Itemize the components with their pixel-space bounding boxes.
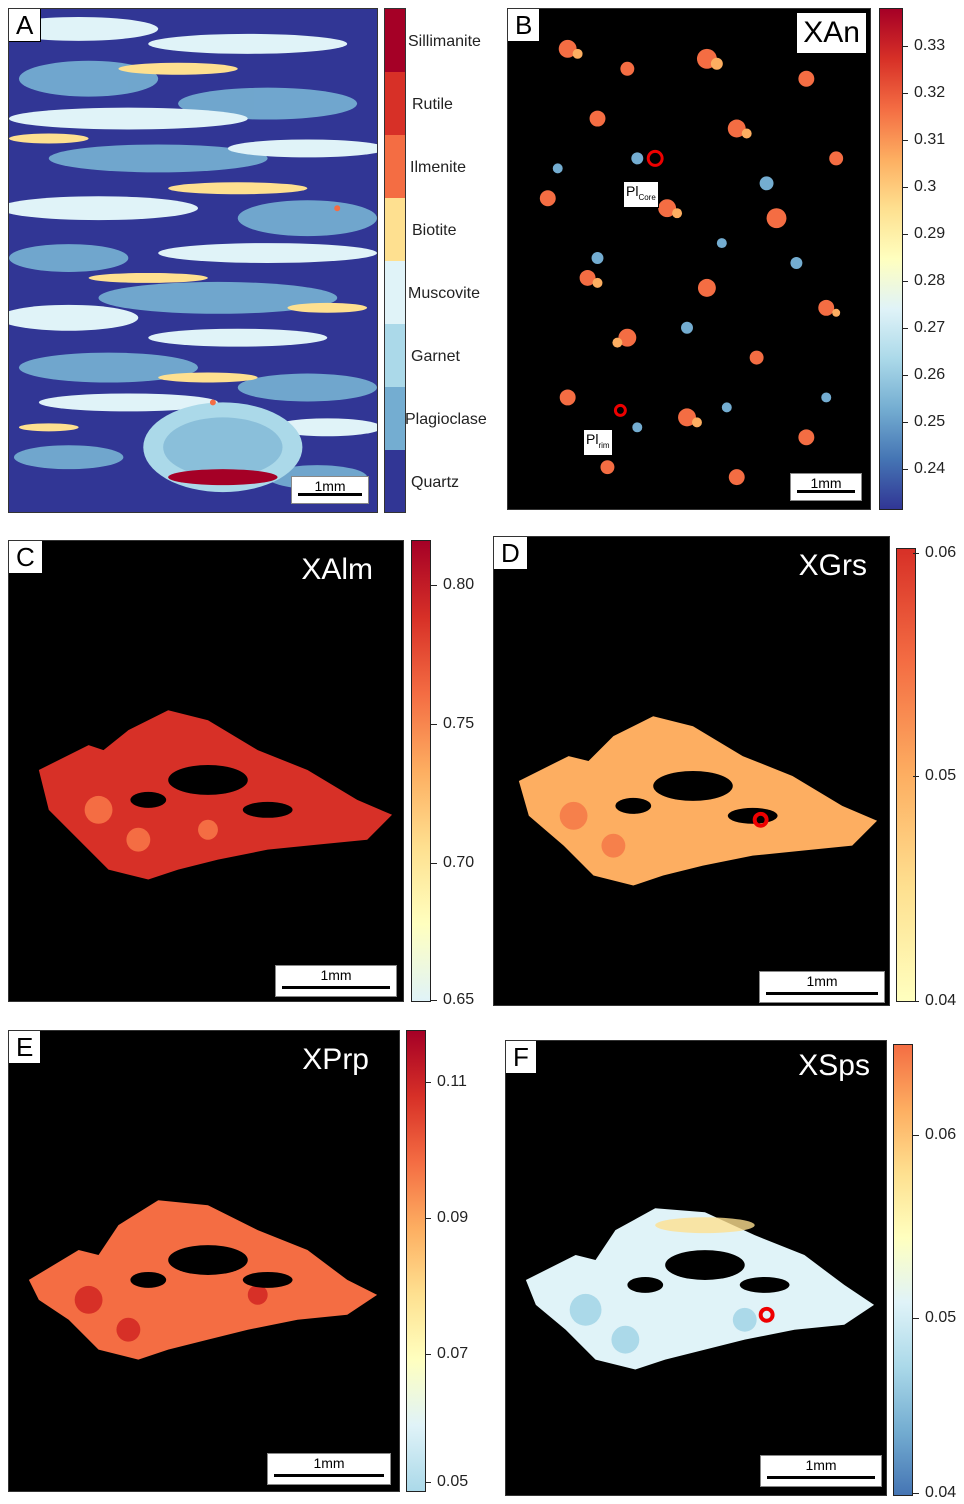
panel-d-scale-bar: 1mm <box>759 971 885 1003</box>
pl-rim-annotation: Plrim <box>583 429 613 456</box>
cb-e-tick: 0.09 <box>424 1209 469 1226</box>
cb-d-tick: 0.04 <box>912 992 957 1009</box>
legend-swatch-ilmenite <box>385 135 405 198</box>
cb-b-tick: 0.3 <box>901 178 937 195</box>
panel-b-title: XAn <box>797 13 866 53</box>
panel-d-label: D <box>494 537 528 570</box>
legend-label-rutile: Rutile <box>412 96 453 113</box>
legend-swatch-sillimanite <box>385 9 405 72</box>
cb-b-tick: 0.32 <box>901 84 946 101</box>
cb-f-tick: 0.04 <box>912 1484 957 1501</box>
cb-b-tick: 0.33 <box>901 37 946 54</box>
panel-e-colorbar <box>406 1030 426 1492</box>
xalm-map-image <box>38 710 393 880</box>
panel-a-scale-bar: 1mm <box>291 476 369 504</box>
legend-swatch-rutile <box>385 72 405 135</box>
panel-a-scale-text: 1mm <box>314 478 346 494</box>
legend-label-plagioclase: Plagioclase <box>405 411 487 428</box>
panel-d-colorbar <box>896 548 916 1002</box>
xsps-map-image <box>525 1208 875 1370</box>
panel-b-scale-bar: 1mm <box>790 473 862 501</box>
panel-c-scale-text: 1mm <box>320 967 352 983</box>
cb-f-tick: 0.06 <box>912 1126 957 1143</box>
cb-c-tick: 0.65 <box>430 991 475 1008</box>
panel-b-scale-text: 1mm <box>810 475 842 491</box>
cb-b-tick: 0.26 <box>901 366 946 383</box>
pl-core-main: Pl <box>626 183 639 199</box>
legend-swatch-plagioclase <box>385 387 405 450</box>
panel-e-scale-text: 1mm <box>313 1455 345 1471</box>
legend-label-quartz: Quartz <box>411 474 460 491</box>
panel-f-label: F <box>506 1041 537 1074</box>
cb-e-tick: 0.11 <box>425 1073 467 1090</box>
panel-b-label: B <box>508 9 541 42</box>
cb-c-tick: 0.80 <box>430 576 475 593</box>
legend-label-garnet: Garnet <box>411 348 460 365</box>
legend-label-muscovite: Muscovite <box>408 285 481 302</box>
panel-d-title: XGrs <box>798 549 867 582</box>
legend-label-biotite: Biotite <box>412 222 457 239</box>
legend-swatch-quartz <box>385 450 405 512</box>
cb-c-tick: 0.75 <box>430 715 475 732</box>
panel-d-scale-text: 1mm <box>806 973 838 989</box>
panel-f-scale-text: 1mm <box>805 1457 837 1473</box>
legend-swatch-garnet <box>385 324 405 387</box>
panel-e-scale-bar: 1mm <box>267 1453 391 1485</box>
pl-rim-main: Pl <box>586 431 599 447</box>
pl-rim-sub: rim <box>598 440 610 450</box>
cb-d-tick: 0.05 <box>912 767 957 784</box>
panel-e-title: XPrp <box>302 1043 369 1076</box>
legend-swatch-biotite <box>385 198 405 261</box>
cb-d-tick: 0.06 <box>912 544 957 561</box>
cb-b-tick: 0.24 <box>901 460 946 477</box>
panel-a-phase-map: A 1mm <box>8 8 378 513</box>
cb-b-tick: 0.27 <box>901 319 946 336</box>
pl-core-sub: Core <box>638 192 656 202</box>
cb-b-tick: 0.28 <box>901 272 946 289</box>
legend-label-ilmenite: Ilmenite <box>410 159 467 176</box>
panel-f-title: XSps <box>798 1049 870 1082</box>
legend-label-sillimanite: Sillimanite <box>408 33 481 50</box>
cb-f-tick: 0.05 <box>912 1309 957 1326</box>
pl-core-annotation: PlCore <box>623 181 659 208</box>
panel-a-label: A <box>9 9 42 42</box>
phase-legend <box>384 8 406 513</box>
panel-c-xalm-map: C XAlm 1mm <box>8 540 404 1002</box>
xan-map-image <box>539 39 844 486</box>
cb-b-tick: 0.25 <box>901 413 946 430</box>
panel-d-xgrs-map: D XGrs 1mm <box>493 536 890 1006</box>
panel-b-colorbar <box>879 8 903 510</box>
panel-c-scale-bar: 1mm <box>275 965 397 997</box>
panel-c-title: XAlm <box>301 553 373 586</box>
phase-map-image <box>9 9 377 512</box>
cb-b-tick: 0.29 <box>901 225 946 242</box>
panel-b-xan-map: B XAn PlCore Plrim 1mm <box>507 8 871 510</box>
cb-e-tick: 0.05 <box>424 1473 469 1490</box>
panel-f-colorbar <box>893 1044 913 1496</box>
panel-c-colorbar <box>411 540 431 1002</box>
panel-f-xsps-map: F XSps 1mm <box>505 1040 887 1496</box>
cb-b-tick: 0.31 <box>901 131 946 148</box>
legend-swatch-muscovite <box>385 261 405 324</box>
cb-c-tick: 0.70 <box>430 854 475 871</box>
xgrs-map-image <box>518 716 878 886</box>
xprp-map-image <box>28 1200 378 1360</box>
cb-e-tick: 0.07 <box>424 1345 469 1362</box>
panel-f-scale-bar: 1mm <box>760 1455 882 1487</box>
panel-e-label: E <box>9 1031 42 1064</box>
panel-c-label: C <box>9 541 43 574</box>
panel-e-xprp-map: E XPrp 1mm <box>8 1030 400 1492</box>
